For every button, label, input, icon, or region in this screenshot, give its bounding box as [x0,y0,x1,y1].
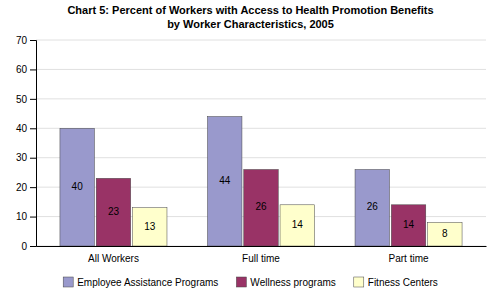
grid-line [36,157,486,158]
data-labels: 40 44 26 23 26 14 13 14 8 [72,175,448,239]
tick-label: Part time [389,253,429,264]
tick-mark [30,128,36,129]
data-label: 13 [144,221,156,232]
tick-mark [30,246,36,247]
bar [280,205,314,246]
bar [391,205,425,246]
data-label: 26 [367,201,379,212]
tick-label: 30 [16,152,28,163]
tick-label: 20 [16,182,28,193]
grid [36,40,486,246]
legend-swatch [236,277,246,287]
tick-label: Full time [242,253,280,264]
y-tick: 50 [16,94,36,105]
bar [133,208,167,246]
tick-label: 40 [16,123,28,134]
data-label: 14 [403,219,415,230]
tick-mark [30,158,36,159]
bar [207,117,241,246]
data-label: 26 [255,201,267,212]
y-tick: 70 [16,35,36,46]
x-tick: All Workers [88,253,139,264]
grid-line [36,128,486,129]
plot-area: 40 44 26 23 26 14 13 14 8 0 10 20 30 40 50 60 70 All Work… [16,35,487,264]
legend-item: Fitness Centers [354,277,438,288]
tick-label: 60 [16,64,28,75]
tick-label: 10 [16,211,28,222]
legend-item: Employee Assistance Programs [63,277,218,288]
legend: Employee Assistance Programs Wellness pro… [63,277,438,288]
tick-label: 50 [16,94,28,105]
legend-item: Wellness programs [236,277,335,288]
tick-label: 0 [21,241,27,252]
bar [60,128,94,246]
data-label: 23 [108,206,120,217]
x-tick: Part time [389,253,429,264]
legend-label: Wellness programs [250,277,335,288]
axis-line [30,41,37,247]
data-label: 44 [219,175,231,186]
y-tick: 0 [21,241,36,252]
y-tick: 30 [16,152,36,163]
y-axis: 0 10 20 30 40 50 60 70 [16,35,37,252]
chart: Chart 5: Percent of Workers with Access … [0,0,501,298]
legend-swatch [63,277,73,287]
title: Chart 5: Percent of Workers with Access … [67,4,433,16]
subtitle: by Worker Characteristics, 2005 [167,18,334,30]
grid-line [36,98,486,99]
tick-mark [30,99,36,100]
axis-line [37,246,487,247]
legend-label: Employee Assistance Programs [77,277,218,288]
tick-mark [30,187,36,188]
legend-swatch [354,277,364,287]
bars [60,117,462,246]
grid-line [36,40,486,41]
tick-label: All Workers [88,253,139,264]
data-label: 14 [292,219,304,230]
x-axis: All Workers Full time Part time [37,247,487,265]
y-tick: 20 [16,182,36,193]
bar [355,169,389,246]
grid-line [36,69,486,70]
data-label: 8 [442,228,448,239]
y-tick: 40 [16,123,36,134]
bar [428,222,462,246]
x-tick: Full time [242,253,280,264]
tick-label: 70 [16,35,28,46]
legend-label: Fitness Centers [368,277,438,288]
y-tick: 60 [16,64,36,75]
tick-mark [30,40,36,41]
tick-mark [30,217,36,218]
y-tick: 10 [16,211,36,222]
bar [96,178,130,246]
bar [244,169,278,246]
data-label: 40 [72,181,84,192]
tick-mark [30,69,36,70]
